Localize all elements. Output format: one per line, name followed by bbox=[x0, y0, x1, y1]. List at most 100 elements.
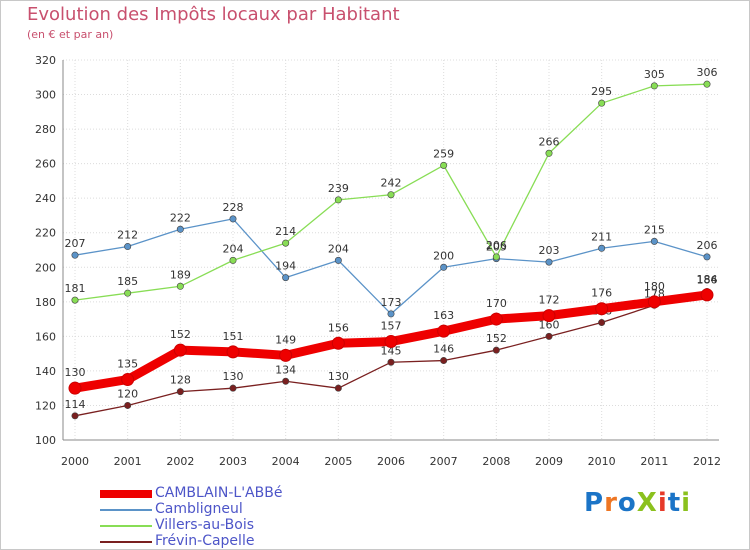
y-tick-label: 220 bbox=[35, 227, 56, 240]
data-point-cambligneul bbox=[545, 258, 553, 266]
data-label-cambligneul: 200 bbox=[433, 249, 454, 262]
data-label-frevin-capelle: 114 bbox=[65, 398, 86, 411]
x-tick-label: 2002 bbox=[166, 455, 194, 468]
data-point-cambligneul bbox=[71, 251, 79, 259]
x-tick-label: 2007 bbox=[430, 455, 458, 468]
proxiti-logo: ProXiti bbox=[584, 488, 691, 518]
data-point-frevin-capelle bbox=[229, 384, 237, 392]
logo-letter: t bbox=[667, 488, 682, 518]
data-point-camblain-l-abbe bbox=[121, 373, 135, 387]
data-point-camblain-l-abbe bbox=[542, 309, 556, 323]
data-label-villers-au-bois: 189 bbox=[170, 268, 191, 281]
data-label-cambligneul: 194 bbox=[275, 260, 296, 273]
data-point-villers-au-bois bbox=[124, 289, 132, 297]
data-label-villers-au-bois: 242 bbox=[381, 177, 402, 190]
data-point-camblain-l-abbe bbox=[68, 381, 82, 395]
data-label-villers-au-bois: 181 bbox=[65, 282, 86, 295]
data-label-cambligneul: 203 bbox=[539, 244, 560, 257]
y-tick-label: 320 bbox=[35, 54, 56, 67]
x-tick-label: 2012 bbox=[693, 455, 721, 468]
data-point-frevin-capelle bbox=[124, 401, 132, 409]
x-tick-label: 2003 bbox=[219, 455, 247, 468]
data-point-cambligneul bbox=[387, 310, 395, 318]
data-point-frevin-capelle bbox=[176, 388, 184, 396]
data-label-frevin-capelle: 120 bbox=[117, 387, 138, 400]
data-label-villers-au-bois: 239 bbox=[328, 182, 349, 195]
data-label-frevin-capelle: 130 bbox=[328, 370, 349, 383]
logo-letter: o bbox=[617, 488, 637, 518]
data-point-villers-au-bois bbox=[650, 82, 658, 90]
data-label-camblain-l-abbe: 151 bbox=[223, 330, 244, 343]
data-point-frevin-capelle bbox=[598, 319, 606, 327]
x-tick-label: 2005 bbox=[324, 455, 352, 468]
data-label-cambligneul: 212 bbox=[117, 229, 138, 242]
data-point-camblain-l-abbe bbox=[647, 295, 661, 309]
legend-label: Villers-au-Bois bbox=[155, 517, 255, 533]
data-label-camblain-l-abbe: 157 bbox=[381, 320, 402, 333]
data-point-camblain-l-abbe bbox=[384, 335, 398, 349]
legend-label: Frévin-Capelle bbox=[155, 533, 255, 549]
logo-letter: X bbox=[636, 488, 658, 518]
data-point-camblain-l-abbe bbox=[595, 302, 609, 316]
data-point-villers-au-bois bbox=[387, 191, 395, 199]
data-label-camblain-l-abbe: 130 bbox=[65, 366, 86, 379]
data-point-cambligneul bbox=[440, 263, 448, 271]
data-point-camblain-l-abbe bbox=[437, 324, 451, 338]
logo-letter: i bbox=[681, 488, 692, 518]
line-chart: 100 120 140 160 180 200 220 240 260 280 300 320 2000… bbox=[35, 54, 721, 468]
data-label-cambligneul: 211 bbox=[591, 230, 612, 243]
data-point-camblain-l-abbe bbox=[279, 348, 293, 362]
data-label-cambligneul: 215 bbox=[644, 223, 665, 236]
data-label-frevin-capelle: 186 bbox=[697, 273, 718, 286]
data-point-cambligneul bbox=[124, 243, 132, 251]
data-label-frevin-capelle: 146 bbox=[433, 343, 454, 356]
x-tick-label: 2000 bbox=[61, 455, 89, 468]
data-label-cambligneul: 228 bbox=[223, 201, 244, 214]
y-tick-label: 120 bbox=[35, 399, 56, 412]
x-tick-label: 2010 bbox=[588, 455, 616, 468]
y-tick-label: 180 bbox=[35, 296, 56, 309]
data-label-frevin-capelle: 145 bbox=[381, 344, 402, 357]
data-label-villers-au-bois: 204 bbox=[223, 242, 244, 255]
data-point-villers-au-bois bbox=[703, 80, 711, 88]
data-label-villers-au-bois: 295 bbox=[591, 85, 612, 98]
data-label-frevin-capelle: 134 bbox=[275, 363, 296, 376]
legend-swatch bbox=[100, 490, 152, 498]
data-point-camblain-l-abbe bbox=[173, 343, 187, 357]
data-label-villers-au-bois: 259 bbox=[433, 147, 454, 160]
data-label-villers-au-bois: 185 bbox=[117, 275, 138, 288]
data-point-camblain-l-abbe bbox=[489, 312, 503, 326]
y-tick-label: 280 bbox=[35, 123, 56, 136]
data-point-frevin-capelle bbox=[545, 332, 553, 340]
data-point-villers-au-bois bbox=[176, 282, 184, 290]
data-point-villers-au-bois bbox=[598, 99, 606, 107]
data-label-cambligneul: 207 bbox=[65, 237, 86, 250]
data-point-cambligneul bbox=[282, 274, 290, 282]
data-label-villers-au-bois: 266 bbox=[539, 135, 560, 148]
x-tick-label: 2001 bbox=[114, 455, 142, 468]
x-tick-label: 2011 bbox=[640, 455, 668, 468]
data-label-villers-au-bois: 206 bbox=[486, 239, 507, 252]
data-label-frevin-capelle: 128 bbox=[170, 374, 191, 387]
legend-swatch bbox=[100, 509, 152, 511]
y-tick-label: 100 bbox=[35, 434, 56, 447]
logo-letter: i bbox=[657, 488, 668, 518]
data-label-cambligneul: 204 bbox=[328, 242, 349, 255]
data-point-frevin-capelle bbox=[492, 346, 500, 354]
data-point-frevin-capelle bbox=[282, 377, 290, 385]
data-label-frevin-capelle: 152 bbox=[486, 332, 507, 345]
logo-letter: r bbox=[604, 488, 618, 518]
data-label-camblain-l-abbe: 172 bbox=[539, 294, 560, 307]
y-tick-label: 300 bbox=[35, 89, 56, 102]
data-point-cambligneul bbox=[703, 253, 711, 261]
x-tick-label: 2008 bbox=[482, 455, 510, 468]
x-tick-label: 2006 bbox=[377, 455, 405, 468]
chart-title: Evolution des Impôts locaux par Habitant bbox=[27, 4, 400, 25]
data-point-villers-au-bois bbox=[492, 253, 500, 261]
data-point-cambligneul bbox=[176, 225, 184, 233]
data-label-villers-au-bois: 306 bbox=[697, 66, 718, 79]
data-point-villers-au-bois bbox=[229, 256, 237, 264]
y-tick-label: 260 bbox=[35, 158, 56, 171]
data-point-cambligneul bbox=[334, 256, 342, 264]
data-label-camblain-l-abbe: 152 bbox=[170, 328, 191, 341]
